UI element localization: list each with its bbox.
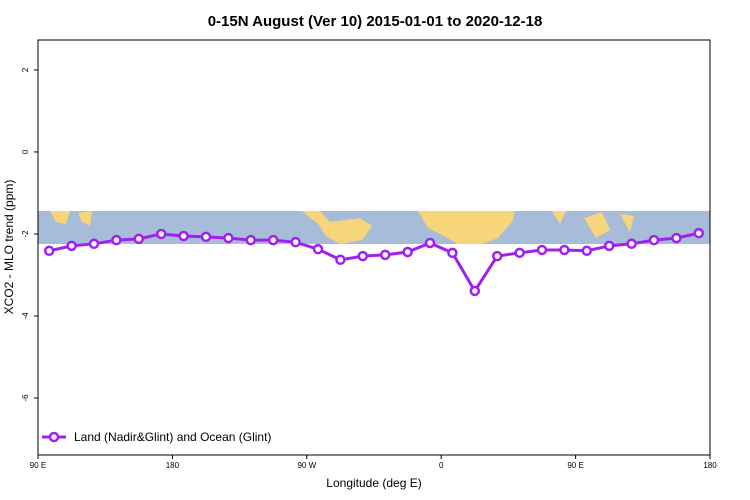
point (491, 250, 503, 262)
point (290, 236, 301, 248)
point (626, 238, 637, 250)
point (402, 246, 413, 258)
y-tick-label: 0 (21, 149, 30, 154)
point (648, 234, 660, 246)
point (200, 231, 212, 243)
y-tick-label: -4 (21, 312, 30, 320)
legend-label: Land (Nadir&Glint) and Ocean (Glint) (74, 430, 271, 444)
point (379, 249, 391, 261)
point (603, 240, 615, 252)
point (155, 228, 167, 240)
point (671, 232, 682, 244)
point (43, 245, 55, 257)
point (357, 250, 369, 262)
x-tick-label: 180 (166, 461, 180, 470)
point (536, 244, 548, 256)
point (469, 285, 481, 297)
plot-frame (37, 39, 711, 456)
y-axis-label: XCO2 - MLO trend (ppm) (2, 180, 16, 315)
point (581, 245, 593, 257)
point (559, 244, 570, 256)
point (693, 227, 705, 239)
y-tick-label: 2 (21, 67, 30, 72)
point (335, 254, 346, 266)
x-axis-label: Longitude (deg E) (326, 476, 421, 490)
point (88, 238, 100, 250)
chart-title: 0-15N August (Ver 10) 2015-01-01 to 2020… (208, 13, 543, 30)
point (312, 243, 324, 255)
point (66, 240, 77, 252)
y-tick-label: -2 (21, 230, 30, 238)
x-tick-label: 90 E (30, 461, 46, 470)
x-tick-label: 180 (703, 461, 717, 470)
point (111, 234, 122, 246)
y-tick-label: -6 (21, 394, 30, 402)
x-tick-label: 90 W (297, 461, 316, 470)
x-tick-label: 0 (439, 461, 444, 470)
point (447, 247, 458, 259)
point (223, 232, 234, 244)
point (245, 234, 257, 246)
point (514, 247, 525, 259)
x-tick-label: 90 E (567, 461, 583, 470)
legend-marker (48, 431, 60, 443)
point (133, 233, 145, 245)
point (424, 237, 436, 249)
point (267, 234, 279, 246)
point (178, 230, 189, 242)
map-band (38, 211, 710, 244)
